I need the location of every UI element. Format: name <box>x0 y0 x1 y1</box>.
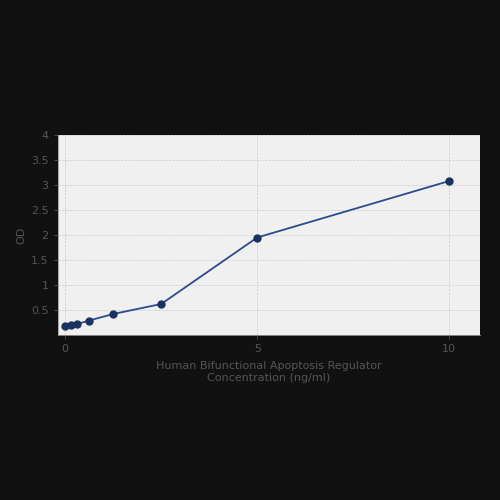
Y-axis label: OD: OD <box>16 226 26 244</box>
X-axis label: Human Bifunctional Apoptosis Regulator
Concentration (ng/ml): Human Bifunctional Apoptosis Regulator C… <box>156 361 382 382</box>
